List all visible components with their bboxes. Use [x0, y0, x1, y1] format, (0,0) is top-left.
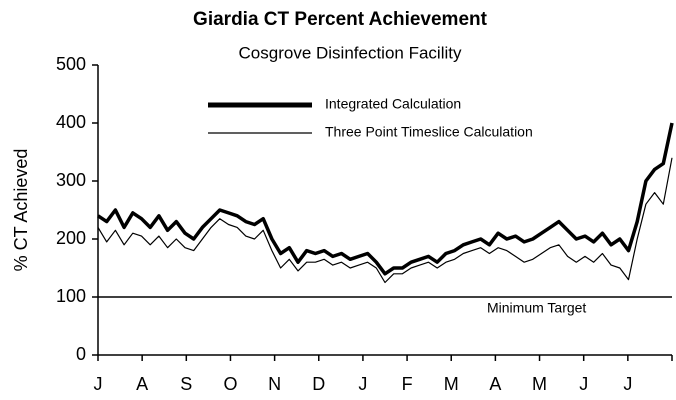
x-tick-label: J	[94, 374, 103, 394]
y-tick-label: 0	[76, 344, 86, 364]
x-tick-label: J	[579, 374, 588, 394]
y-tick-label: 200	[56, 228, 86, 248]
y-axis-label: % CT Achieved	[11, 149, 31, 272]
x-tick-label: A	[489, 374, 501, 394]
legend-label: Integrated Calculation	[325, 96, 461, 112]
chart-title: Giardia CT Percent Achievement	[193, 9, 488, 30]
x-tick-label: J	[623, 374, 632, 394]
y-tick-label: 300	[56, 170, 86, 190]
x-tick-label: A	[136, 374, 148, 394]
chart-subtitle: Cosgrove Disinfection Facility	[239, 43, 462, 62]
x-tick-label: S	[180, 374, 192, 394]
y-tick-label: 500	[56, 54, 86, 74]
x-tick-label: F	[402, 374, 413, 394]
y-tick-label: 100	[56, 286, 86, 306]
x-tick-label: J	[358, 374, 367, 394]
series-line	[97, 122, 674, 276]
legend-label: Three Point Timeslice Calculation	[325, 124, 533, 140]
reference-label: Minimum Target	[487, 300, 586, 316]
x-tick-label: M	[532, 374, 547, 394]
x-tick-label: N	[268, 374, 281, 394]
x-tick-label: M	[444, 374, 459, 394]
x-tick-label: O	[223, 374, 237, 394]
series-line	[97, 157, 673, 284]
x-tick-label: D	[312, 374, 325, 394]
y-tick-label: 400	[56, 112, 86, 132]
